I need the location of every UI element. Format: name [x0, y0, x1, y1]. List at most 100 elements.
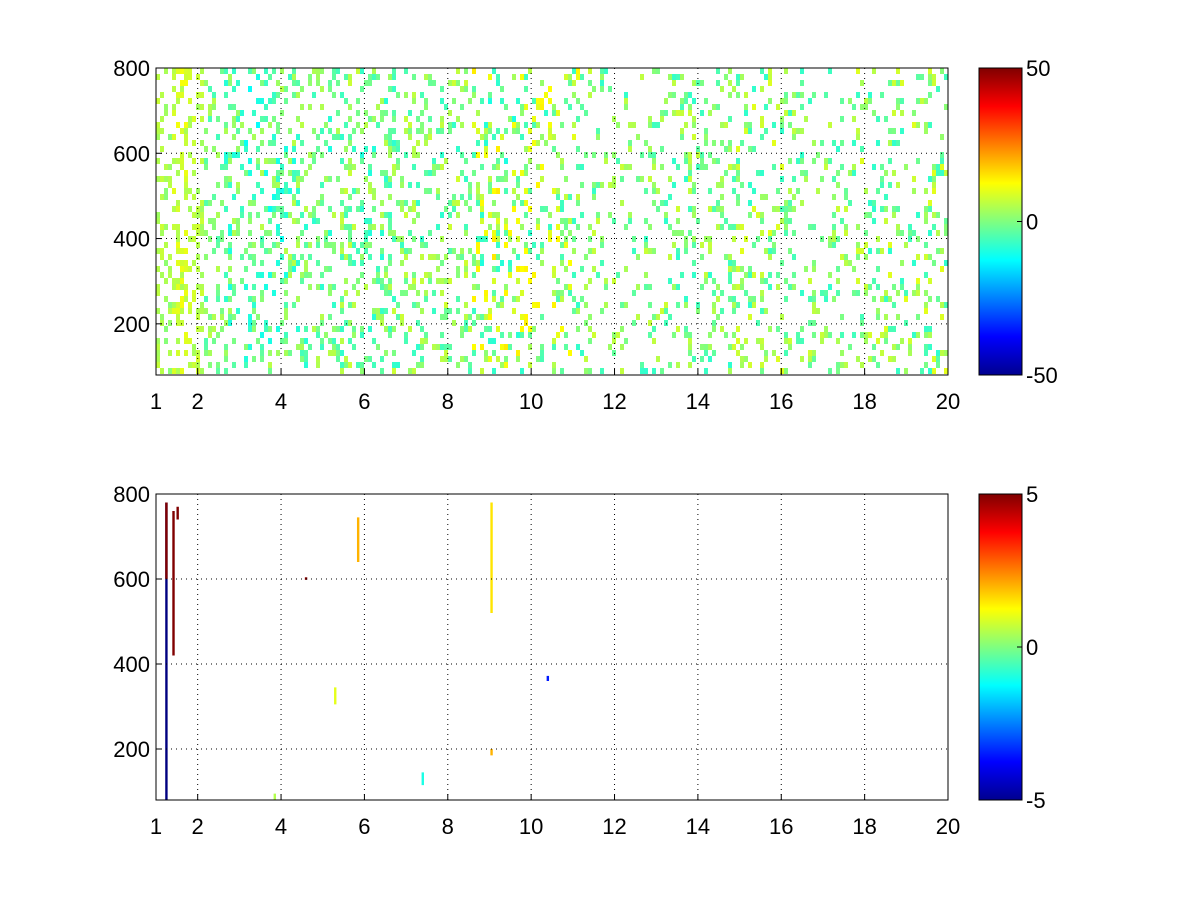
top-heatmap-cell	[292, 170, 296, 176]
top-heatmap-cell	[476, 182, 480, 188]
top-heatmap-cell	[864, 254, 868, 260]
top-heatmap-cell	[228, 308, 232, 314]
top-heatmap-cell	[232, 194, 236, 200]
top-heatmap-cell	[804, 176, 808, 182]
top-heatmap-cell	[564, 218, 568, 224]
top-heatmap-cell	[688, 206, 692, 212]
top-heatmap-cell	[532, 98, 536, 104]
top-heatmap-cell	[896, 98, 900, 104]
top-heatmap-cell	[768, 248, 772, 254]
top-heatmap-cell	[652, 152, 656, 158]
top-heatmap-cell	[372, 152, 376, 158]
top-heatmap-cell	[780, 116, 784, 122]
top-heatmap-cell	[748, 128, 752, 134]
top-heatmap-cell	[432, 308, 436, 314]
top-heatmap-cell	[812, 302, 816, 308]
bottom-colorbar	[978, 493, 1023, 801]
top-heatmap-cell	[688, 362, 692, 368]
bottom-streak	[490, 749, 493, 756]
top-heatmap-cell	[496, 80, 500, 86]
top-heatmap-cell	[588, 368, 592, 374]
top-heatmap-cell	[540, 356, 544, 362]
top-heatmap-cell	[540, 248, 544, 254]
top-heatmap-cell	[888, 80, 892, 86]
top-heatmap-cell	[652, 248, 656, 254]
top-heatmap-cell	[156, 266, 160, 272]
top-heatmap-cell	[180, 308, 184, 314]
top-heatmap-cell	[768, 74, 772, 80]
top-heatmap-cell	[184, 260, 188, 266]
top-heatmap-cell	[264, 116, 268, 122]
top-heatmap-cell	[188, 188, 192, 194]
top-heatmap-cell	[684, 302, 688, 308]
top-heatmap-cell	[460, 104, 464, 110]
top-heatmap-cell	[388, 230, 392, 236]
top-heatmap-cell	[492, 350, 496, 356]
top-heatmap-cell	[812, 92, 816, 98]
top-heatmap-cell	[684, 332, 688, 338]
top-heatmap-cell	[252, 194, 256, 200]
top-heatmap-cell	[308, 242, 312, 248]
top-heatmap-cell	[228, 296, 232, 302]
top-heatmap-cell	[156, 74, 160, 80]
top-heatmap-cell	[236, 110, 240, 116]
top-heatmap-cell	[328, 242, 332, 248]
top-heatmap-cell	[280, 254, 284, 260]
top-heatmap-cell	[672, 80, 676, 86]
top-heatmap-cell	[360, 254, 364, 260]
top-heatmap-cell	[196, 206, 200, 212]
top-heatmap-cell	[160, 116, 164, 122]
top-heatmap-cell	[412, 284, 416, 290]
top-heatmap-cell	[324, 332, 328, 338]
top-heatmap-cell	[924, 218, 928, 224]
top-heatmap-cell	[776, 104, 780, 110]
top-heatmap-cell	[572, 308, 576, 314]
top-heatmap-cell	[852, 116, 856, 122]
top-heatmap-cell	[452, 248, 456, 254]
top-heatmap-cell	[228, 314, 232, 320]
top-heatmap-cell	[472, 350, 476, 356]
top-heatmap-cell	[464, 224, 468, 230]
top-heatmap-cell	[760, 86, 764, 92]
top-heatmap-cell	[656, 356, 660, 362]
top-heatmap-cell	[556, 188, 560, 194]
top-heatmap-cell	[692, 122, 696, 128]
top-heatmap-cell	[676, 164, 680, 170]
top-heatmap-cell	[208, 110, 212, 116]
top-heatmap-cell	[768, 272, 772, 278]
top-heatmap-cell	[200, 230, 204, 236]
top-heatmap-cell	[248, 314, 252, 320]
top-heatmap-cell	[824, 332, 828, 338]
top-heatmap-cell	[172, 224, 176, 230]
top-heatmap-cell	[888, 296, 892, 302]
top-heatmap-cell	[732, 332, 736, 338]
top-heatmap-cell	[668, 194, 672, 200]
top-heatmap-cell	[572, 122, 576, 128]
top-heatmap-cell	[644, 242, 648, 248]
top-heatmap-cell	[316, 284, 320, 290]
top-heatmap-cell	[312, 326, 316, 332]
top-heatmap-cell	[432, 170, 436, 176]
top-heatmap-cell	[360, 128, 364, 134]
top-heatmap-cell	[376, 266, 380, 272]
top-heatmap-cell	[536, 356, 540, 362]
top-heatmap-cell	[332, 284, 336, 290]
top-heatmap-cell	[624, 104, 628, 110]
top-heatmap-cell	[176, 122, 180, 128]
top-heatmap-cell	[648, 146, 652, 152]
top-heatmap-cell	[784, 368, 788, 374]
top-heatmap-cell	[728, 92, 732, 98]
top-heatmap-cell	[280, 170, 284, 176]
top-heatmap-cell	[936, 212, 940, 218]
top-heatmap-cell	[196, 92, 200, 98]
top-heatmap-cell	[840, 332, 844, 338]
top-heatmap-cell	[400, 314, 404, 320]
bottom-x-tick-label: 2	[192, 814, 204, 839]
top-heatmap-cell	[376, 308, 380, 314]
top-heatmap-cell	[348, 170, 352, 176]
top-heatmap-cell	[796, 128, 800, 134]
top-heatmap-cell	[168, 368, 172, 374]
top-heatmap-cell	[156, 350, 160, 356]
top-heatmap-cell	[156, 308, 160, 314]
top-heatmap-cell	[784, 332, 788, 338]
